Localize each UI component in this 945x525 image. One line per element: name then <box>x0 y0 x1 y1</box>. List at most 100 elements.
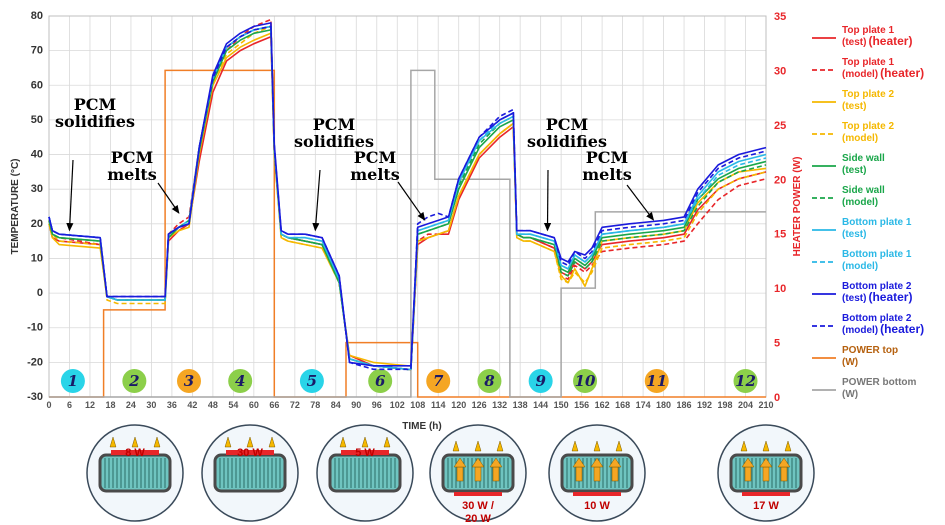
x-tick-label: 6 <box>67 400 72 410</box>
heater-power-label: 30 W / <box>462 500 494 512</box>
x-tick-label: 126 <box>472 400 487 410</box>
heat-flame-icon <box>361 436 369 448</box>
heater-diagram: 17 W <box>717 424 815 522</box>
y2-tick-label: 25 <box>774 120 786 132</box>
annotation-arrow <box>157 182 180 214</box>
bottom-heater <box>573 492 621 496</box>
legend-label: POWER top (W) <box>842 345 898 368</box>
phase-circle <box>733 369 758 393</box>
x-tick-label: 120 <box>451 400 466 410</box>
y2-tick-label: 20 <box>774 174 786 186</box>
y2-tick-label: 30 <box>774 65 786 77</box>
annotation-arrow <box>543 169 552 232</box>
phase-circle <box>573 369 598 393</box>
phase-circle <box>644 369 669 393</box>
power-line <box>49 69 766 398</box>
annotation-text: PCM melts <box>107 148 157 184</box>
heater-diagrams: 8 W 30 W 5 W 30 W /20 W 10 W 17 W <box>86 424 815 525</box>
legend-label: Bottom plate 2 (test) (heater) <box>842 281 912 304</box>
y-tick-label: 10 <box>31 252 43 264</box>
x-tick-label: 0 <box>46 400 51 410</box>
heater-power-label: 20 W <box>465 513 491 525</box>
annotation-text: PCM melts <box>350 148 400 184</box>
temperature-line <box>48 22 767 367</box>
chart-grid <box>48 15 767 398</box>
x-tick-label: 114 <box>431 400 446 410</box>
y-tick-label: 0 <box>37 287 43 299</box>
heat-flame-icon <box>246 436 254 448</box>
x-tick-label: 48 <box>208 400 218 410</box>
x-tick-label: 156 <box>574 400 589 410</box>
legend-label: Top plate 2 (test) <box>842 89 894 112</box>
heat-flame-icon <box>571 440 579 452</box>
y-tick-label: 30 <box>31 183 43 195</box>
heat-flame-icon <box>131 436 139 448</box>
temperature-line <box>48 32 767 367</box>
y2-tick-label: 5 <box>774 338 780 350</box>
temperature-line <box>48 29 767 371</box>
phase-label: 4 <box>235 372 245 390</box>
temperature-line <box>48 25 767 371</box>
x-tick-label: 90 <box>351 400 361 410</box>
heat-flame-icon <box>109 436 117 448</box>
x-tick-label: 144 <box>533 400 548 410</box>
heat-arrow-head <box>453 457 467 468</box>
y2-axis-title: HEATER POWER (W) <box>792 157 803 257</box>
heater-power-label: 17 W <box>753 500 779 512</box>
power-series <box>49 69 766 398</box>
legend-label: Top plate 1 (test) (heater) <box>842 25 912 48</box>
heat-flame-icon <box>593 440 601 452</box>
x-tick-label: 102 <box>390 400 405 410</box>
x-tick-label: 42 <box>187 400 197 410</box>
phase-label: 7 <box>433 372 444 390</box>
x-tick-label: 30 <box>146 400 156 410</box>
x-tick-label: 168 <box>615 400 630 410</box>
phase-circle <box>122 369 147 393</box>
annotation-text: PCM solidifies <box>527 115 607 151</box>
heat-arrow-icon <box>611 466 619 482</box>
y-tick-label: 80 <box>31 10 43 22</box>
x-tick-label: 186 <box>677 400 692 410</box>
bottom-heater <box>454 492 502 496</box>
temperature-line <box>48 25 767 371</box>
chart-legend: Top plate 1 (test) (heater) Top plate 1 (mod… <box>812 25 924 400</box>
x-tick-label: 204 <box>738 400 753 410</box>
x-tick-label: 84 <box>331 400 341 410</box>
temperature-line <box>48 25 767 371</box>
x-tick-label: 180 <box>656 400 671 410</box>
x-tick-label: 24 <box>126 400 136 410</box>
x-tick-label: 150 <box>554 400 569 410</box>
temperature-line <box>48 25 767 371</box>
phase-circle <box>426 369 451 393</box>
heater-diagram: 8 W <box>86 424 184 522</box>
phase-circle <box>176 369 201 393</box>
y-axis-title: TEMPERATURE (°C) <box>10 158 21 254</box>
heater-diagram: 30 W /20 W <box>429 424 527 525</box>
heat-arrow-head <box>608 457 622 468</box>
legend-label: Top plate 2 (model) <box>842 121 894 144</box>
heat-arrow-icon <box>780 466 788 482</box>
x-tick-label: 60 <box>249 400 259 410</box>
legend-label: Bottom plate 2 (model) (heater) <box>842 313 924 336</box>
phase-label: 3 <box>184 372 194 390</box>
x-tick-label: 198 <box>718 400 733 410</box>
heater-diagram: 5 W <box>316 424 414 522</box>
phase-label: 8 <box>484 372 495 390</box>
pcm-cell <box>98 453 172 493</box>
y-tick-label: -20 <box>27 356 43 368</box>
heat-arrow-icon <box>744 466 752 482</box>
annotation-arrow <box>312 169 321 232</box>
pcm-cell <box>328 453 402 493</box>
heater-diagram: 10 W <box>548 424 646 522</box>
heat-flame-icon <box>784 440 792 452</box>
legend-label: Bottom plate 1 (model) <box>842 249 912 272</box>
top-heater <box>341 450 389 455</box>
annotation-text: PCM solidifies <box>294 115 374 151</box>
y2-tick-label: 0 <box>774 392 780 404</box>
heat-flame-icon <box>474 440 482 452</box>
phase-label: 2 <box>128 372 139 390</box>
x-tick-label: 18 <box>105 400 115 410</box>
heat-arrow-head <box>572 457 586 468</box>
heat-arrow-icon <box>456 466 464 482</box>
